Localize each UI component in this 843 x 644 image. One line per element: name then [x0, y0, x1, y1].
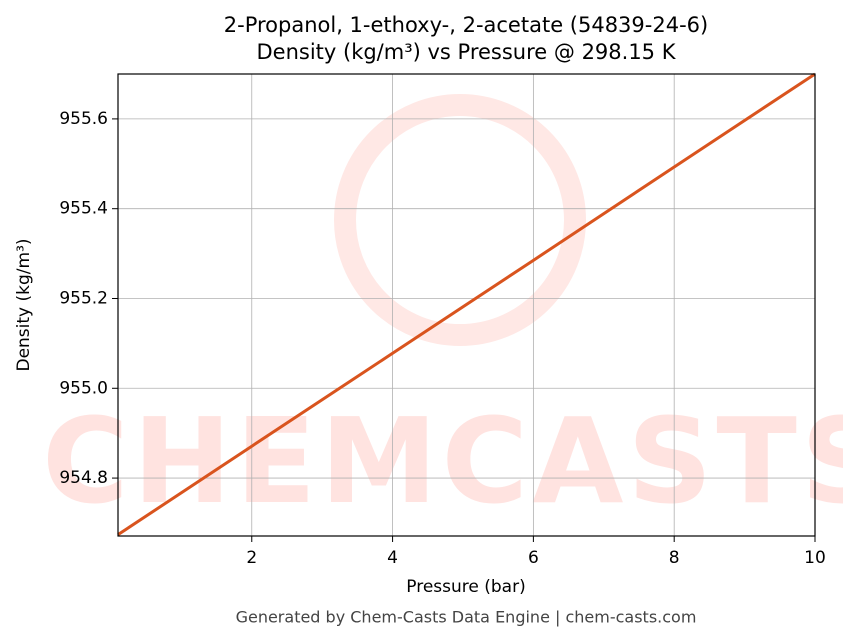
y-tick-label: 955.6: [59, 109, 108, 129]
x-axis-label: Pressure (bar): [406, 577, 525, 597]
y-axis-label: Density (kg/m³): [14, 238, 34, 371]
chart-subtitle: Density (kg/m³) vs Pressure @ 298.15 K: [256, 40, 676, 64]
y-tick-label: 955.4: [59, 199, 108, 219]
y-tick-label: 955.2: [59, 288, 108, 308]
footer: Generated by Chem-Casts Data Engine | ch…: [236, 608, 697, 627]
y-tick-label: 955.0: [59, 378, 108, 398]
x-tick-label: 6: [528, 548, 539, 568]
x-tick-label: 4: [387, 548, 398, 568]
watermark: CHEMCASTS: [42, 392, 843, 530]
x-tick-label: 8: [669, 548, 680, 568]
chart-title: 2-Propanol, 1-ethoxy-, 2-acetate (54839-…: [224, 13, 708, 37]
x-tick-label: 10: [804, 548, 826, 568]
y-tick-label: 954.8: [59, 468, 108, 488]
watermark-logo: [334, 94, 586, 346]
x-tick-label: 2: [246, 548, 257, 568]
data-line: [117, 72, 816, 536]
plot-frame: [117, 73, 816, 537]
